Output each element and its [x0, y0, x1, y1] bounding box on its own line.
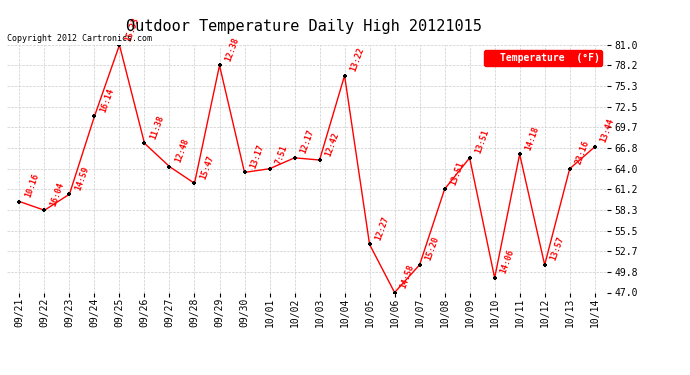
- Point: [239, 170, 250, 176]
- Point: [264, 166, 275, 172]
- Point: [439, 186, 450, 192]
- Point: [114, 42, 125, 48]
- Text: 23:16: 23:16: [574, 140, 591, 166]
- Point: [364, 242, 375, 248]
- Point: [389, 290, 400, 296]
- Point: [39, 207, 50, 213]
- Text: 14:18: 14:18: [524, 125, 541, 152]
- Point: [89, 113, 100, 119]
- Text: 11:38: 11:38: [148, 114, 166, 141]
- Legend: Temperature  (°F): Temperature (°F): [484, 50, 602, 66]
- Text: 13:51: 13:51: [448, 160, 466, 186]
- Text: 15:33: 15:33: [124, 16, 141, 42]
- Text: 7:51: 7:51: [274, 144, 289, 166]
- Text: 14:58: 14:58: [399, 263, 416, 290]
- Text: 12:27: 12:27: [374, 215, 391, 242]
- Point: [64, 191, 75, 197]
- Text: 15:20: 15:20: [424, 236, 441, 262]
- Text: 16:14: 16:14: [99, 87, 116, 114]
- Text: 13:22: 13:22: [348, 46, 366, 73]
- Text: 13:17: 13:17: [248, 143, 266, 170]
- Text: 15:47: 15:47: [199, 154, 216, 180]
- Text: 13:57: 13:57: [549, 236, 566, 262]
- Point: [564, 166, 575, 172]
- Point: [464, 155, 475, 161]
- Text: 13:51: 13:51: [474, 129, 491, 155]
- Text: 12:38: 12:38: [224, 36, 241, 63]
- Text: 10:16: 10:16: [23, 172, 41, 199]
- Point: [289, 155, 300, 161]
- Point: [314, 157, 325, 163]
- Point: [189, 180, 200, 186]
- Point: [139, 140, 150, 146]
- Point: [414, 262, 425, 268]
- Text: Copyright 2012 Cartronics.com: Copyright 2012 Cartronics.com: [7, 33, 152, 42]
- Point: [14, 198, 25, 204]
- Point: [489, 275, 500, 281]
- Text: 14:06: 14:06: [499, 249, 516, 275]
- Point: [339, 73, 350, 79]
- Point: [539, 262, 550, 268]
- Text: Outdoor Temperature Daily High 20121015: Outdoor Temperature Daily High 20121015: [126, 19, 482, 34]
- Text: 14:59: 14:59: [74, 165, 90, 192]
- Point: [164, 164, 175, 170]
- Point: [589, 144, 600, 150]
- Text: 12:42: 12:42: [324, 130, 341, 157]
- Text: 13:44: 13:44: [599, 118, 616, 144]
- Text: 12:17: 12:17: [299, 129, 316, 155]
- Text: 16:04: 16:04: [48, 181, 66, 207]
- Point: [514, 151, 525, 157]
- Text: 12:48: 12:48: [174, 137, 190, 164]
- Point: [214, 62, 225, 68]
